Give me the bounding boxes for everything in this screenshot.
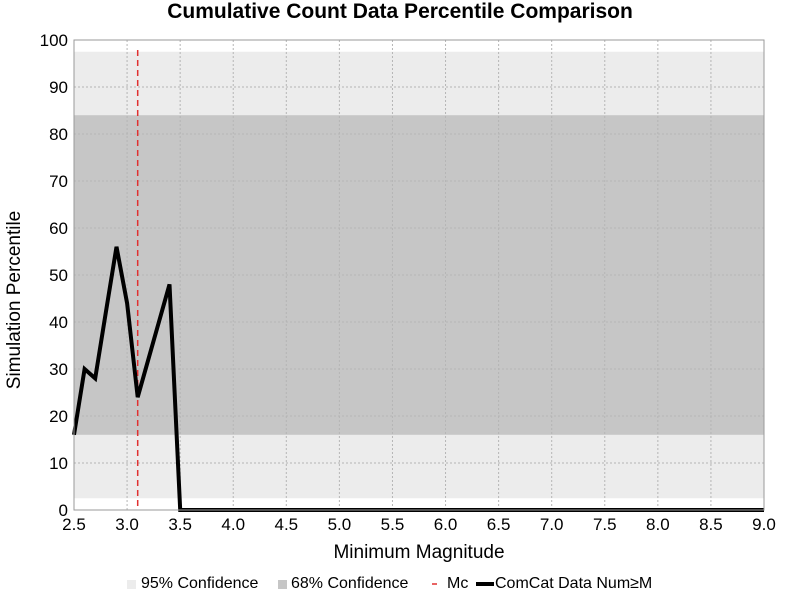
legend-swatch-95 — [127, 580, 136, 589]
y-tick-label: 20 — [49, 407, 68, 426]
grid-lines — [74, 40, 764, 510]
y-tick-label: 50 — [49, 266, 68, 285]
x-tick-label: 6.0 — [434, 515, 458, 534]
x-tick-label: 3.5 — [168, 515, 192, 534]
legend-label-68: 68% Confidence — [291, 575, 409, 592]
y-tick-label: 30 — [49, 360, 68, 379]
x-tick-label: 9.0 — [752, 515, 776, 534]
y-tick-labels: 0 10 20 30 40 50 60 70 80 90 100 — [40, 31, 68, 520]
y-tick-label: 0 — [59, 501, 68, 520]
legend-label-95: 95% Confidence — [141, 575, 259, 592]
chart-title: Cumulative Count Data Percentile Compari… — [167, 0, 633, 23]
x-tick-label: 4.5 — [274, 515, 298, 534]
y-tick-label: 70 — [49, 172, 68, 191]
x-axis-label: Minimum Magnitude — [333, 542, 504, 563]
y-tick-label: 90 — [49, 78, 68, 97]
x-tick-labels: 2.5 3.0 3.5 4.0 4.5 5.0 5.5 6.0 6.5 7.0 7.5 8.0 8.5 9… — [62, 515, 776, 534]
x-tick-label: 5.0 — [328, 515, 352, 534]
y-tick-label: 80 — [49, 125, 68, 144]
y-tick-label: 60 — [49, 219, 68, 238]
x-tick-label: 4.0 — [221, 515, 245, 534]
x-tick-label: 8.0 — [646, 515, 670, 534]
legend: 95% Confidence 68% Confidence Mc ComCat Dat… — [127, 575, 652, 592]
x-tick-label: 6.5 — [487, 515, 511, 534]
plot-frame — [73, 39, 765, 511]
legend-label-mc: Mc — [447, 575, 468, 592]
x-tick-label: 7.5 — [593, 515, 617, 534]
legend-label-comcat: ComCat Data Num≥M — [495, 575, 652, 592]
y-tick-label: 10 — [49, 454, 68, 473]
x-tick-label: 8.5 — [699, 515, 723, 534]
y-axis-label: Simulation Percentile — [4, 211, 25, 389]
y-tick-label: 40 — [49, 313, 68, 332]
x-tick-label: 7.0 — [540, 515, 564, 534]
legend-swatch-68 — [278, 580, 287, 589]
x-tick-label: 5.5 — [381, 515, 405, 534]
x-tick-label: 3.0 — [115, 515, 139, 534]
x-tick-label: 2.5 — [62, 515, 86, 534]
y-tick-label: 100 — [40, 31, 68, 50]
